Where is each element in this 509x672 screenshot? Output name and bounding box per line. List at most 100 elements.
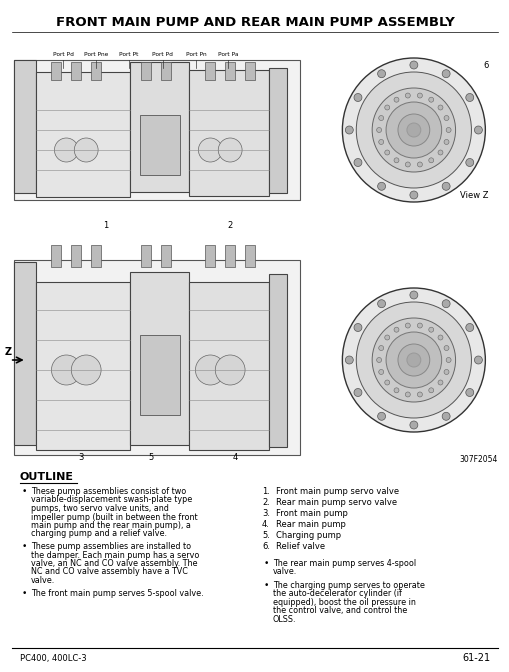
Circle shape — [397, 114, 429, 146]
Circle shape — [377, 70, 385, 78]
Text: the damper. Each main pump has a servo: the damper. Each main pump has a servo — [31, 550, 199, 560]
Text: variable-displacement swash-plate type: variable-displacement swash-plate type — [31, 495, 191, 505]
Circle shape — [428, 388, 433, 393]
Circle shape — [416, 162, 421, 167]
Text: •: • — [21, 542, 27, 551]
Circle shape — [353, 93, 361, 101]
Bar — [268, 274, 286, 447]
Text: 5: 5 — [148, 454, 153, 462]
Text: 3: 3 — [78, 454, 84, 462]
Bar — [51, 245, 61, 267]
Circle shape — [74, 138, 98, 162]
Text: the control valve, and control the: the control valve, and control the — [272, 607, 406, 616]
Circle shape — [445, 128, 450, 132]
Circle shape — [195, 355, 225, 385]
Text: the auto-decelerator cylinder (if: the auto-decelerator cylinder (if — [272, 589, 401, 599]
Bar — [71, 245, 81, 267]
Text: pumps, two servo valve units, and: pumps, two servo valve units, and — [31, 504, 168, 513]
Circle shape — [378, 116, 383, 120]
Bar — [268, 68, 286, 193]
Text: PC400, 400LC-3: PC400, 400LC-3 — [20, 653, 86, 663]
Text: 61-21: 61-21 — [461, 653, 489, 663]
Text: 1.: 1. — [262, 487, 269, 496]
Text: •: • — [21, 589, 27, 597]
Circle shape — [443, 140, 448, 144]
Circle shape — [428, 97, 433, 102]
Circle shape — [437, 335, 442, 340]
Circle shape — [345, 356, 353, 364]
Circle shape — [378, 370, 383, 374]
Circle shape — [406, 353, 420, 367]
Text: Z: Z — [5, 347, 12, 357]
Bar — [225, 245, 235, 267]
Text: Rear main pump servo valve: Rear main pump servo valve — [275, 498, 396, 507]
Circle shape — [473, 126, 482, 134]
Text: equipped), boost the oil pressure in: equipped), boost the oil pressure in — [272, 598, 415, 607]
Text: 6: 6 — [483, 60, 488, 69]
Bar — [51, 62, 61, 80]
Circle shape — [393, 327, 398, 332]
Text: The rear main pump serves 4-spool: The rear main pump serves 4-spool — [272, 559, 415, 568]
Circle shape — [465, 159, 473, 167]
Circle shape — [356, 72, 470, 188]
Circle shape — [385, 102, 441, 158]
Text: OUTLINE: OUTLINE — [20, 472, 73, 482]
Circle shape — [443, 345, 448, 351]
Circle shape — [393, 158, 398, 163]
Circle shape — [384, 150, 389, 155]
Bar — [71, 62, 81, 80]
Text: 2.: 2. — [262, 498, 269, 507]
Text: Port Pd: Port Pd — [152, 52, 173, 58]
Circle shape — [384, 335, 389, 340]
Circle shape — [393, 388, 398, 393]
Bar — [14, 260, 299, 455]
Text: Charging pump: Charging pump — [275, 531, 341, 540]
Circle shape — [393, 97, 398, 102]
Bar — [189, 282, 268, 450]
Bar — [189, 70, 268, 196]
Circle shape — [465, 323, 473, 331]
Bar — [130, 62, 189, 192]
Bar — [130, 272, 189, 445]
Text: impeller pump (built in between the front: impeller pump (built in between the fron… — [31, 513, 197, 521]
Text: •: • — [264, 559, 269, 568]
Circle shape — [428, 158, 433, 163]
Circle shape — [377, 182, 385, 190]
Circle shape — [443, 370, 448, 374]
Circle shape — [198, 138, 222, 162]
Circle shape — [465, 388, 473, 396]
Circle shape — [416, 323, 421, 328]
Circle shape — [356, 302, 470, 418]
Circle shape — [384, 105, 389, 110]
Bar — [160, 62, 171, 80]
Circle shape — [443, 116, 448, 120]
Circle shape — [71, 355, 101, 385]
Bar — [91, 62, 101, 80]
Text: valve.: valve. — [272, 567, 297, 577]
Text: 307F2054: 307F2054 — [459, 456, 497, 464]
Circle shape — [378, 345, 383, 351]
Bar — [139, 115, 179, 175]
Text: FRONT MAIN PUMP AND REAR MAIN PUMP ASSEMBLY: FRONT MAIN PUMP AND REAR MAIN PUMP ASSEM… — [55, 15, 454, 28]
Bar — [91, 245, 101, 267]
Bar — [36, 72, 130, 197]
Circle shape — [218, 138, 242, 162]
Text: main pump and the rear main pump), a: main pump and the rear main pump), a — [31, 521, 190, 530]
Circle shape — [445, 358, 450, 362]
Circle shape — [441, 300, 449, 308]
Circle shape — [215, 355, 245, 385]
Text: valve, an NC and CO valve assembly. The: valve, an NC and CO valve assembly. The — [31, 559, 196, 568]
Circle shape — [405, 93, 410, 98]
Circle shape — [437, 105, 442, 110]
Circle shape — [376, 358, 381, 362]
Circle shape — [385, 332, 441, 388]
Bar — [140, 245, 151, 267]
Bar — [139, 335, 179, 415]
Text: The front main pump serves 5-spool valve.: The front main pump serves 5-spool valve… — [31, 589, 203, 597]
Text: These pump assemblies are installed to: These pump assemblies are installed to — [31, 542, 190, 551]
Text: valve.: valve. — [31, 576, 55, 585]
Circle shape — [372, 318, 455, 402]
Bar — [14, 262, 36, 445]
Text: 6.: 6. — [262, 542, 269, 551]
Text: The charging pump serves to operate: The charging pump serves to operate — [272, 581, 424, 590]
